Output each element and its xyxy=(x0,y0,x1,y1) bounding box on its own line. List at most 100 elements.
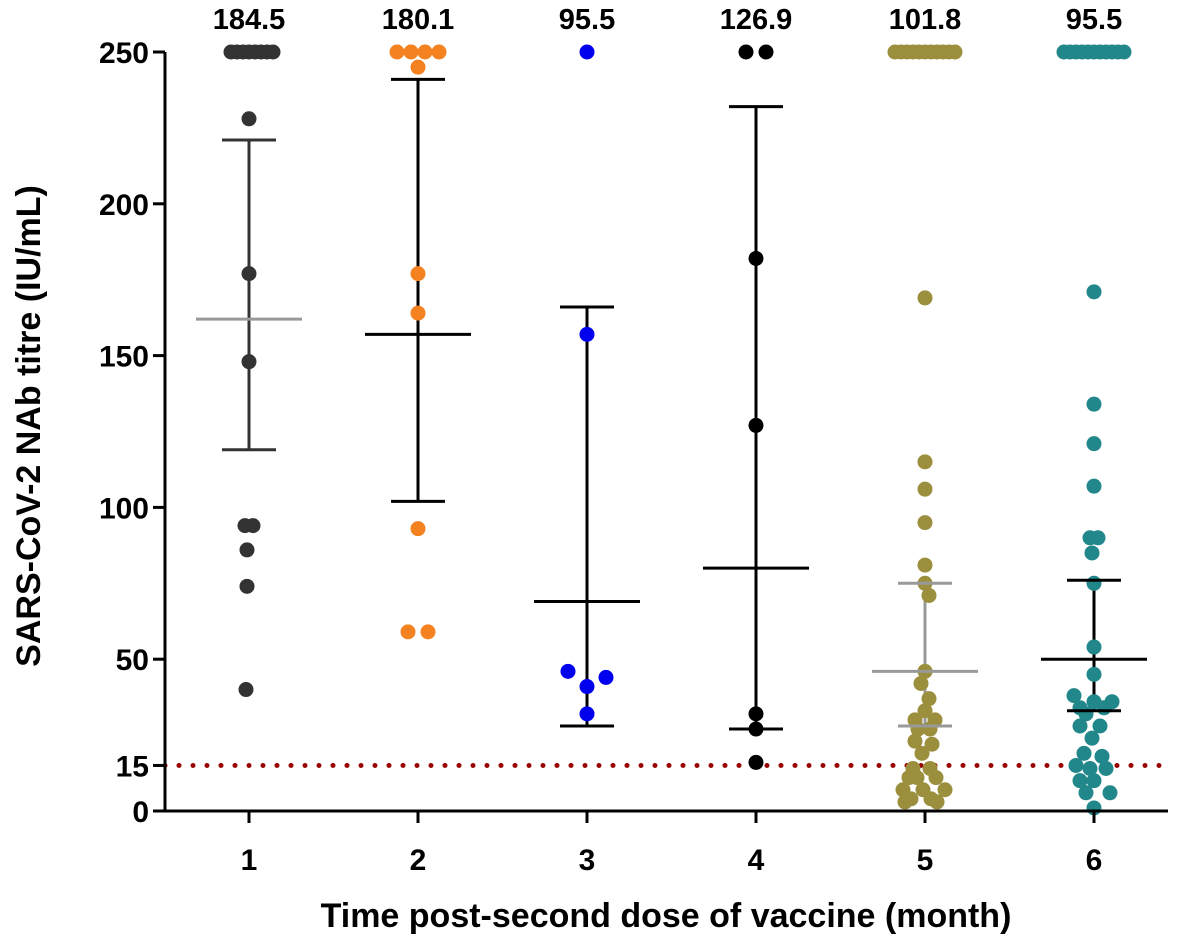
group-5 xyxy=(872,44,978,810)
x-axis-title: Time post-second dose of vaccine (month) xyxy=(321,897,1012,935)
group-3 xyxy=(534,44,640,728)
data-point xyxy=(917,515,933,531)
data-point xyxy=(748,417,764,433)
data-point xyxy=(245,518,261,534)
data-point xyxy=(400,624,416,640)
data-point xyxy=(907,733,923,749)
data-point xyxy=(410,266,426,282)
x-axis-ticks: 1 2 3 4 5 6 xyxy=(241,811,1103,877)
data-point xyxy=(1102,785,1118,801)
data-point xyxy=(1082,760,1098,776)
data-point xyxy=(389,44,405,60)
data-point xyxy=(917,481,933,497)
data-point xyxy=(1086,773,1102,789)
data-point xyxy=(598,669,614,685)
y-tick-label: 250 xyxy=(99,37,149,70)
data-point xyxy=(241,111,257,127)
group-value-label: 95.5 xyxy=(559,4,615,36)
y-tick-label: 15 xyxy=(116,750,149,783)
data-point xyxy=(758,44,774,60)
group-2 xyxy=(365,44,471,640)
data-point xyxy=(579,44,595,60)
data-point xyxy=(417,44,433,60)
data-point xyxy=(1090,530,1106,546)
data-point xyxy=(579,706,595,722)
y-tick-label: 200 xyxy=(99,189,149,222)
data-point xyxy=(1084,545,1100,561)
data-point xyxy=(1086,575,1102,591)
data-point xyxy=(928,770,944,786)
data-point xyxy=(947,44,963,60)
chart-axes xyxy=(163,52,1168,813)
x-tick-label: 6 xyxy=(1086,844,1103,877)
data-point xyxy=(1086,396,1102,412)
data-point xyxy=(917,703,933,719)
data-point xyxy=(1092,718,1108,734)
data-point xyxy=(410,59,426,75)
data-point xyxy=(1086,639,1102,655)
data-point xyxy=(1116,44,1132,60)
group-6 xyxy=(1041,44,1147,816)
data-point xyxy=(1084,730,1100,746)
data-point xyxy=(1068,757,1084,773)
data-point xyxy=(1098,760,1114,776)
group-1 xyxy=(196,44,302,698)
y-axis-ticks: 0 15 50 100 150 200 250 xyxy=(99,37,165,829)
data-point xyxy=(1086,666,1102,682)
data-point xyxy=(1076,745,1092,761)
data-point xyxy=(913,675,929,691)
data-point xyxy=(1086,436,1102,452)
data-point xyxy=(1072,718,1088,734)
data-point xyxy=(1066,688,1082,704)
x-tick-label: 1 xyxy=(241,844,258,877)
group-value-label: 126.9 xyxy=(720,4,793,36)
data-point xyxy=(897,794,913,810)
data-point xyxy=(748,706,764,722)
x-tick-label: 4 xyxy=(748,844,765,877)
data-point xyxy=(917,454,933,470)
data-point xyxy=(748,754,764,770)
data-point xyxy=(1072,773,1088,789)
data-point xyxy=(921,691,937,707)
group-value-label: 180.1 xyxy=(382,4,455,36)
data-point xyxy=(241,354,257,370)
data-point xyxy=(239,578,255,594)
data-point xyxy=(403,44,419,60)
data-point xyxy=(579,326,595,342)
group-value-label: 184.5 xyxy=(213,4,286,36)
data-point xyxy=(921,587,937,603)
y-tick-label: 150 xyxy=(99,341,149,374)
data-point xyxy=(431,44,447,60)
data-point xyxy=(917,290,933,306)
data-point xyxy=(238,682,254,698)
chart-marks xyxy=(162,44,1171,816)
group-value-label: 95.5 xyxy=(1066,4,1122,36)
data-point xyxy=(929,794,945,810)
x-tick-label: 2 xyxy=(410,844,427,877)
y-axis-title: SARS-CoV-2 NAb titre (IU/mL) xyxy=(10,185,48,667)
y-tick-label: 50 xyxy=(116,644,149,677)
data-point xyxy=(917,557,933,573)
data-point xyxy=(560,663,576,679)
data-point xyxy=(1086,284,1102,300)
y-tick-label: 100 xyxy=(99,492,149,525)
x-tick-label: 5 xyxy=(917,844,934,877)
data-point xyxy=(922,721,938,737)
group-4 xyxy=(703,44,809,770)
y-tick-label: 0 xyxy=(132,796,149,829)
x-tick-label: 3 xyxy=(579,844,596,877)
data-point xyxy=(738,44,754,60)
data-point xyxy=(239,542,255,558)
data-point xyxy=(1086,478,1102,494)
data-point xyxy=(924,736,940,752)
data-point xyxy=(914,745,930,761)
data-point xyxy=(410,521,426,537)
data-point xyxy=(579,679,595,695)
group-top-labels: 184.5 180.1 95.5 126.9 101.8 95.5 xyxy=(213,4,1123,36)
group-value-label: 101.8 xyxy=(889,4,962,36)
data-point xyxy=(420,624,436,640)
data-point xyxy=(1094,748,1110,764)
data-point xyxy=(1096,700,1112,716)
data-point xyxy=(410,305,426,321)
